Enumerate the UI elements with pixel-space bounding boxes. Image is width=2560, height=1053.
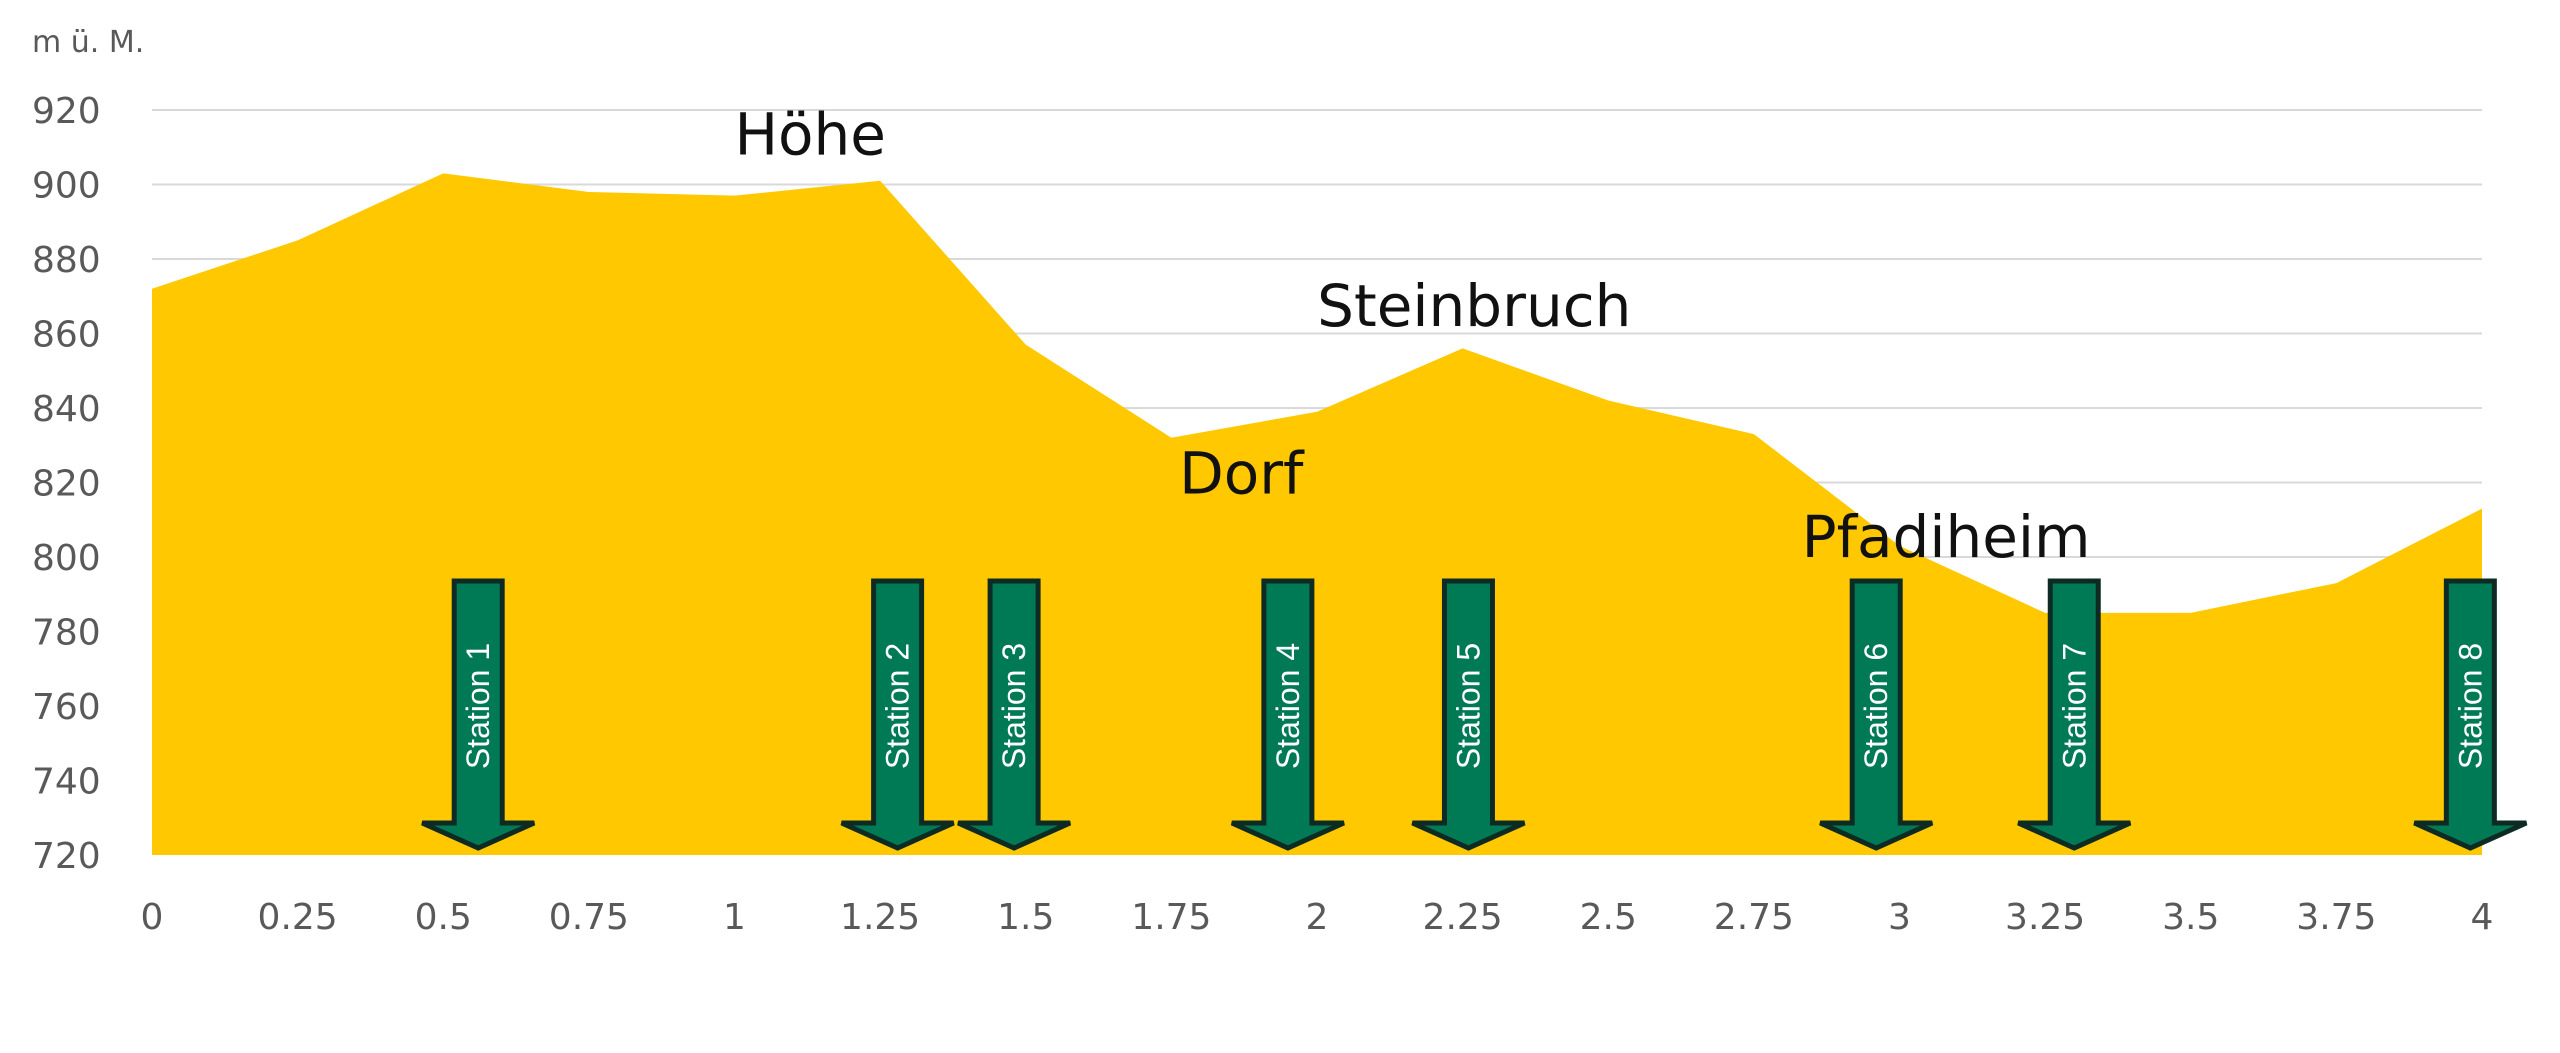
x-tick-label: 1 bbox=[723, 897, 746, 938]
station-label: Station 1 bbox=[460, 643, 496, 769]
x-tick-label: 2.25 bbox=[1423, 897, 1503, 938]
x-tick-label: 1.25 bbox=[840, 897, 920, 938]
y-tick-label: 820 bbox=[32, 464, 101, 505]
y-tick-label: 760 bbox=[32, 687, 101, 728]
y-tick-label: 780 bbox=[32, 613, 101, 654]
station-marker: Station 3 bbox=[957, 578, 1072, 851]
station-marker: Station 2 bbox=[840, 578, 955, 851]
place-label: Dorf bbox=[1179, 440, 1305, 508]
x-tick-label: 3.25 bbox=[2005, 897, 2085, 938]
x-tick-label: 2.75 bbox=[1714, 897, 1794, 938]
station-arrow bbox=[957, 578, 1072, 851]
place-label: Steinbruch bbox=[1317, 272, 1631, 340]
y-tick-label: 920 bbox=[32, 91, 101, 132]
y-tick-label: 860 bbox=[32, 315, 101, 356]
station-label: Station 2 bbox=[880, 643, 916, 769]
station-label: Station 8 bbox=[2452, 643, 2488, 769]
x-tick-label: 3 bbox=[1888, 897, 1911, 938]
x-tick-label: 1.5 bbox=[997, 897, 1054, 938]
place-label: Höhe bbox=[734, 101, 886, 169]
station-label: Station 4 bbox=[1270, 643, 1306, 769]
x-axis-ticks: 0 0.25 0.5 0.75 1 1.25 1.5 1.75 2 2.25 2.5 2.75 3 3.2… bbox=[141, 897, 2494, 938]
station-label: Station 3 bbox=[996, 643, 1032, 769]
x-tick-label: 0.25 bbox=[258, 897, 338, 938]
station-marker: Station 1 bbox=[421, 578, 536, 851]
x-tick-label: 3.75 bbox=[2296, 897, 2376, 938]
station-arrow bbox=[421, 578, 536, 851]
station-label: Station 6 bbox=[1858, 643, 1894, 769]
x-tick-label: 3.5 bbox=[2162, 897, 2219, 938]
station-arrow bbox=[1819, 578, 1934, 851]
place-annotations: Höhe Steinbruch Dorf Pfadiheim bbox=[734, 101, 2090, 571]
station-markers: Station 1 Station 2 Station 3 Station 4 Stat… bbox=[421, 578, 2528, 851]
x-tick-label: 2 bbox=[1306, 897, 1329, 938]
y-tick-label: 880 bbox=[32, 240, 101, 281]
station-arrow bbox=[2413, 578, 2528, 851]
x-tick-label: 0.5 bbox=[415, 897, 472, 938]
station-arrow bbox=[1411, 578, 1526, 851]
station-marker: Station 8 bbox=[2413, 578, 2528, 851]
station-marker: Station 5 bbox=[1411, 578, 1526, 851]
station-marker: Station 6 bbox=[1819, 578, 1934, 851]
station-marker: Station 7 bbox=[2017, 578, 2132, 851]
y-tick-label: 840 bbox=[32, 389, 101, 430]
x-tick-label: 1.75 bbox=[1131, 897, 1211, 938]
station-label: Station 7 bbox=[2056, 643, 2092, 769]
y-tick-label: 740 bbox=[32, 762, 101, 803]
station-arrow bbox=[2017, 578, 2132, 851]
x-tick-label: 2.5 bbox=[1580, 897, 1637, 938]
place-label: Pfadiheim bbox=[1802, 503, 2091, 571]
station-label: Station 5 bbox=[1450, 643, 1486, 769]
y-axis-unit-label: m ü. M. bbox=[32, 25, 144, 60]
x-tick-label: 0 bbox=[141, 897, 164, 938]
station-arrow bbox=[1230, 578, 1345, 851]
x-tick-label: 4 bbox=[2471, 897, 2494, 938]
station-arrow bbox=[840, 578, 955, 851]
y-tick-label: 720 bbox=[32, 836, 101, 877]
station-marker: Station 4 bbox=[1230, 578, 1345, 851]
y-axis-ticks: 720 740 760 780 800 820 840 860 880 900 920 bbox=[32, 91, 101, 877]
x-tick-label: 0.75 bbox=[549, 897, 629, 938]
y-tick-label: 800 bbox=[32, 538, 101, 579]
y-tick-label: 900 bbox=[32, 166, 101, 207]
